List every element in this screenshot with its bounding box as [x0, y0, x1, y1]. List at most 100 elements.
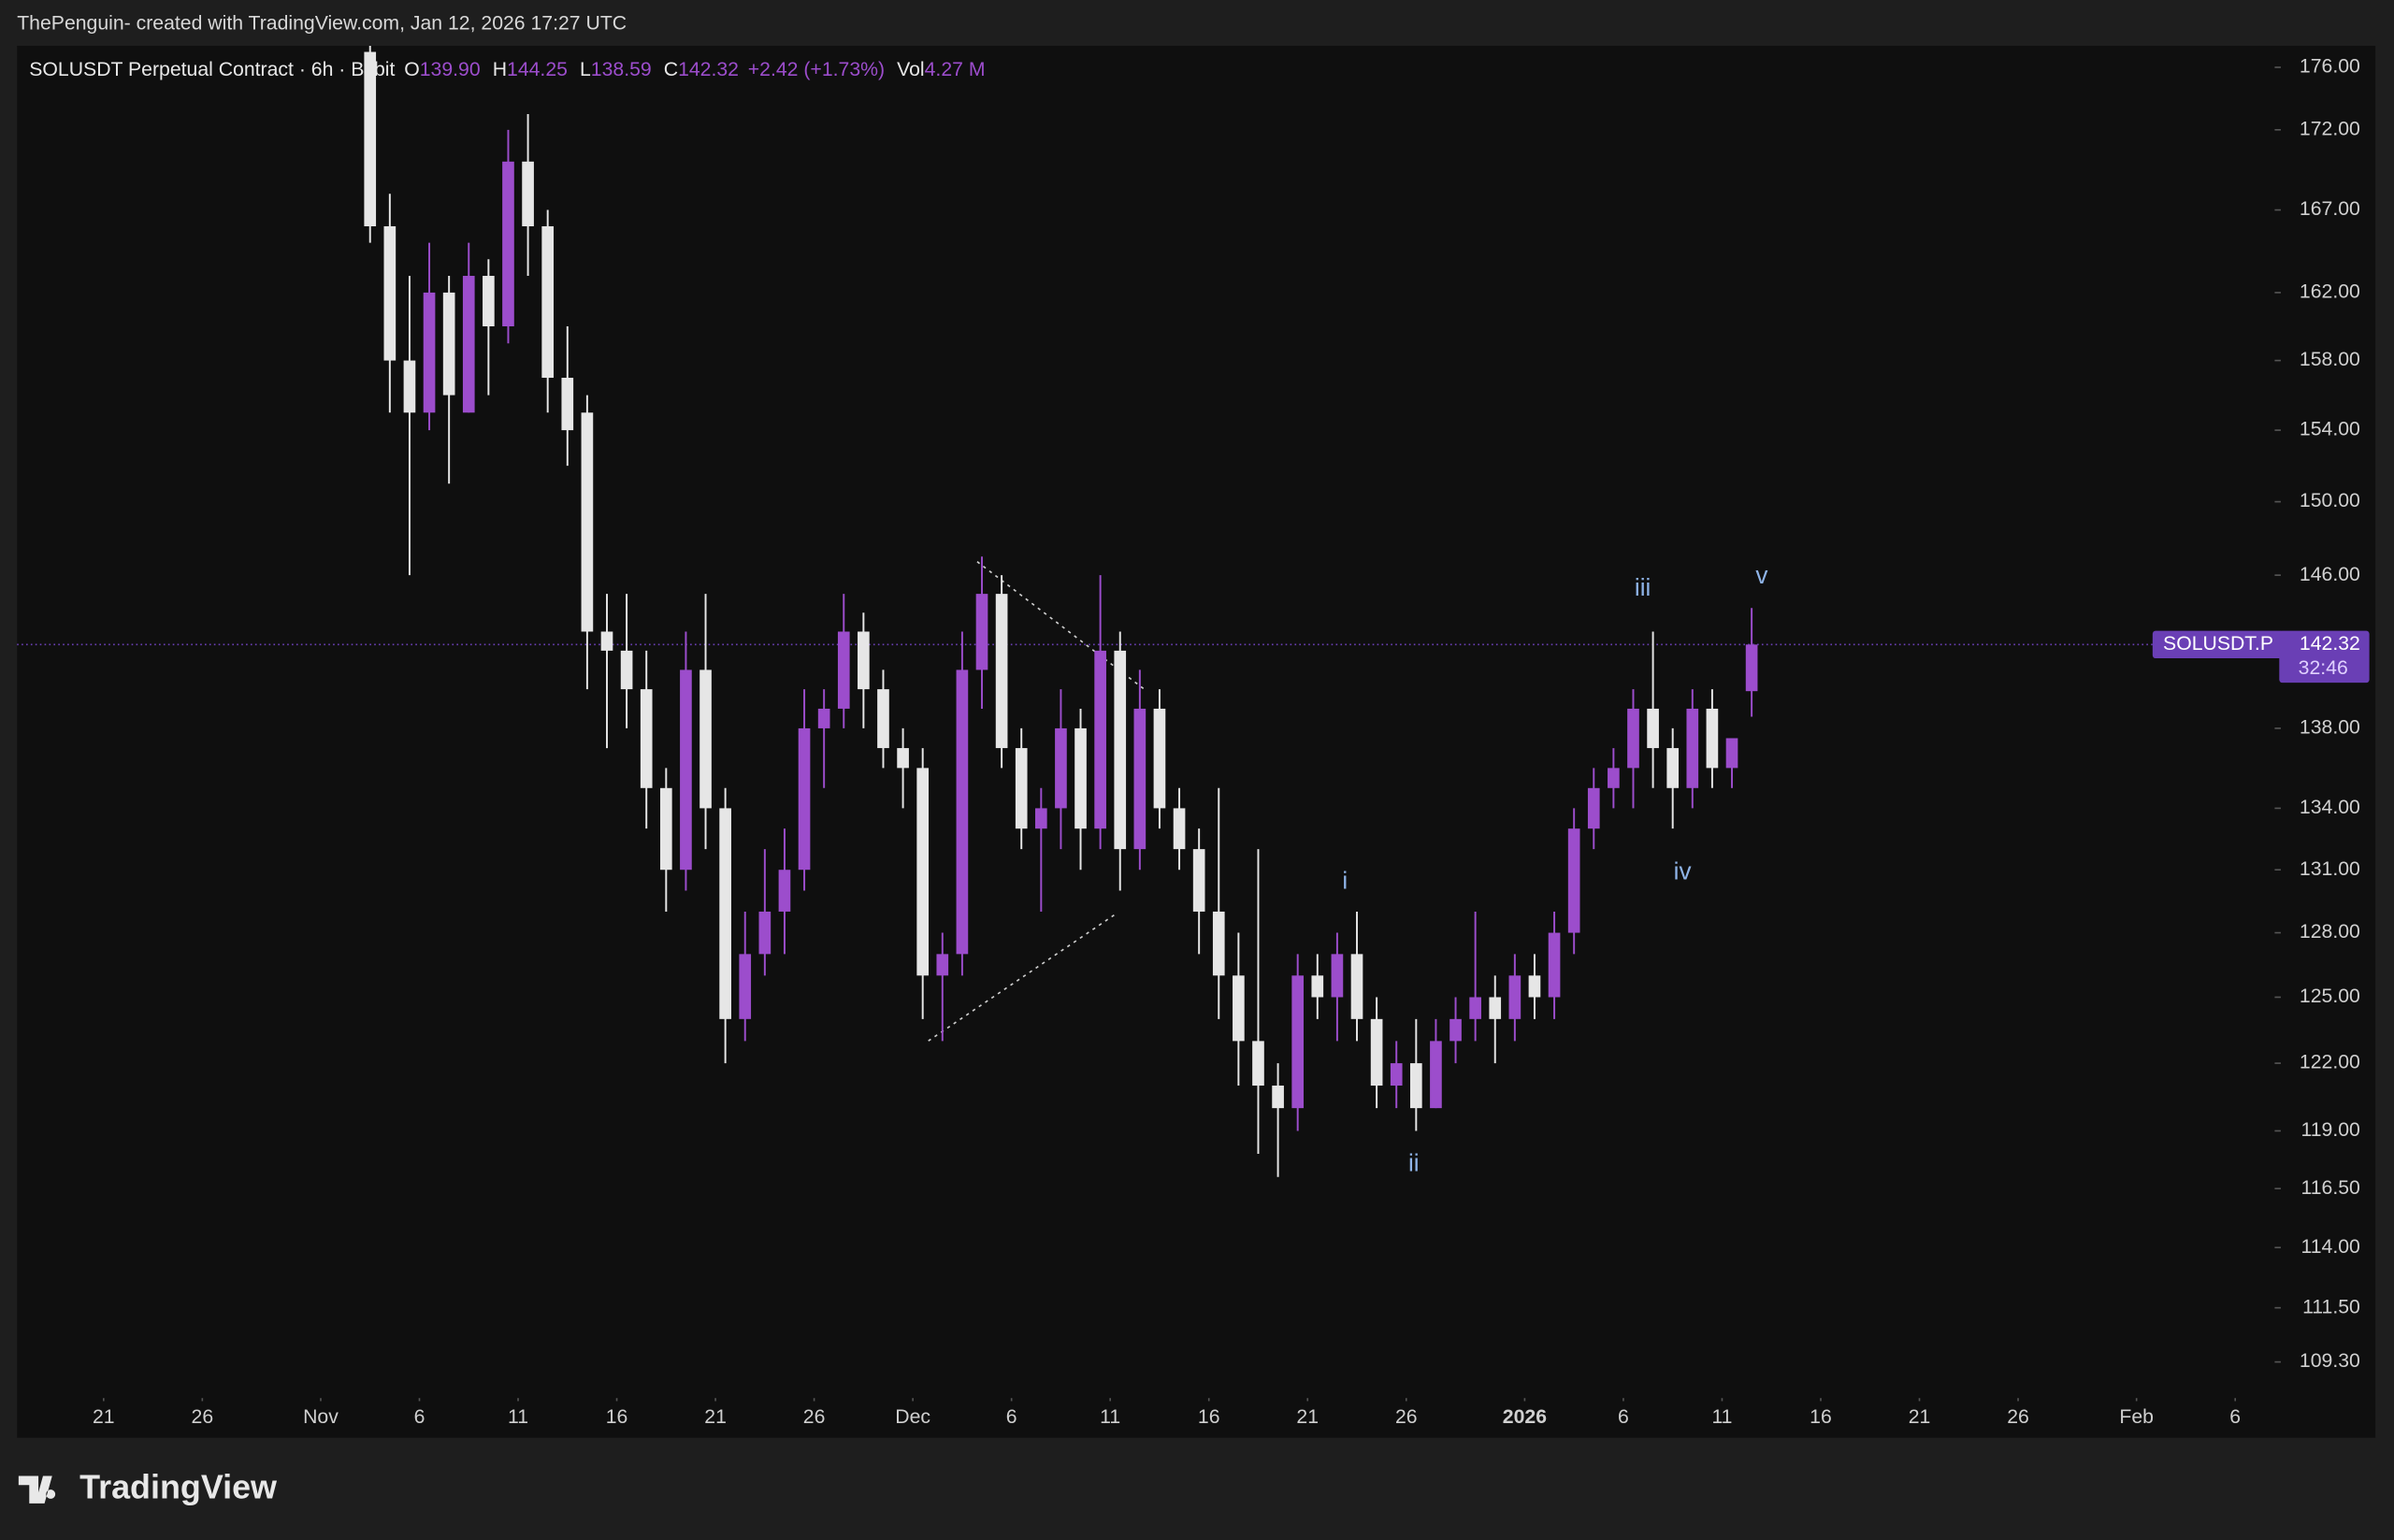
y-tick-label: 128.00 [2300, 921, 2360, 943]
l-label: L [580, 59, 591, 80]
x-tick-label: Nov [303, 1406, 339, 1428]
candle-body [798, 727, 811, 871]
candle-body [483, 276, 495, 327]
candle-body [699, 669, 712, 809]
y-tick-label: 167.00 [2300, 198, 2360, 220]
candle-body [541, 226, 555, 379]
candle-body [680, 669, 692, 871]
candle-body [1430, 1041, 1442, 1109]
symbol: SOLUSDT Perpetual Contract · 6h · Bybit [29, 59, 395, 80]
y-tick-label: 176.00 [2300, 56, 2360, 78]
y-tick-label: 138.00 [2300, 717, 2360, 739]
x-tick-label: 26 [803, 1406, 826, 1428]
y-tick-label: 116.50 [2300, 1177, 2359, 1199]
candle-body [739, 954, 752, 1019]
candle-body [1686, 708, 1699, 788]
candle-body [956, 669, 969, 955]
countdown: 32:46 [2299, 657, 2348, 679]
candles [364, 45, 1758, 1177]
plot-area [17, 45, 2376, 1438]
candle-body [758, 911, 772, 955]
x-tick-label: Feb [2119, 1406, 2154, 1428]
candle-body [522, 161, 534, 227]
change: +2.42 (+1.73%) [748, 59, 885, 80]
candle-body [383, 226, 397, 361]
wave-label: v [1755, 561, 1767, 589]
candle-body [581, 412, 594, 632]
x-tick-label: 11 [1100, 1406, 1120, 1428]
x-tick-label: 6 [414, 1406, 425, 1428]
y-tick-label: 131.00 [2300, 858, 2360, 880]
x-tick-label: 6 [2229, 1406, 2241, 1428]
candle-body [936, 954, 949, 976]
high: 144.25 [507, 59, 568, 80]
candle-body [1272, 1086, 1284, 1109]
candle-body [1252, 1041, 1264, 1087]
candle-body [1291, 975, 1305, 1109]
y-tick-label: 158.00 [2300, 349, 2360, 370]
y-tick-label: 109.30 [2300, 1350, 2360, 1372]
candle-body [817, 708, 830, 728]
candle-body [975, 594, 988, 670]
candle-body [1567, 828, 1580, 933]
wave-label: iv [1674, 857, 1692, 885]
y-tick-label: 172.00 [2300, 118, 2360, 139]
candle-body [1074, 727, 1087, 829]
candle-body [1508, 975, 1521, 1019]
x-tick-label: 16 [606, 1406, 628, 1428]
candle-body [561, 378, 574, 431]
x-tick-label: 21 [93, 1406, 115, 1428]
x-tick-label: 11 [1711, 1406, 1732, 1428]
candle-body [659, 787, 672, 871]
x-tick-label: 21 [1296, 1406, 1319, 1428]
candle-body [502, 161, 514, 327]
y-tick-label: 122.00 [2300, 1052, 2360, 1073]
candle-body [1212, 911, 1225, 976]
candle-body [1587, 787, 1600, 829]
x-tick-label: 2026 [1503, 1406, 1547, 1428]
c-label: C [664, 59, 678, 80]
candle-body [1745, 644, 1758, 692]
y-tick-label: 134.00 [2300, 797, 2360, 818]
y-tick-label: 119.00 [2300, 1119, 2359, 1141]
candle-body [837, 631, 850, 709]
candle-body [916, 768, 930, 976]
x-tick-label: Dec [895, 1406, 930, 1428]
candle-body [1548, 932, 1561, 998]
price-badge [2279, 630, 2370, 684]
h-label: H [493, 59, 507, 80]
candle-body [1370, 1018, 1383, 1087]
candle-body [423, 292, 436, 413]
logo: TradingView [18, 1468, 277, 1506]
wave-label: iii [1635, 573, 1651, 601]
candle-body [462, 276, 475, 413]
candle-body [995, 594, 1008, 749]
credit: ThePenguin- created with TradingView.com… [17, 13, 627, 35]
open: 139.90 [420, 59, 481, 80]
candle-body [1627, 708, 1639, 769]
candle-body [1647, 708, 1659, 749]
candle-body [364, 51, 377, 227]
y-tick-label: 114.00 [2300, 1236, 2359, 1258]
candle-body [1528, 975, 1541, 998]
volume: 4.27 M [925, 59, 986, 80]
legend: SOLUSDT Perpetual Contract · 6h · Bybit O… [29, 59, 985, 80]
close: 142.32 [678, 59, 739, 80]
candle-body [1311, 975, 1324, 998]
x-tick-label: 6 [1006, 1406, 1017, 1428]
candle-body [600, 631, 613, 651]
symbol-badge [2152, 630, 2285, 659]
candle-body [1608, 768, 1620, 788]
candle-body [1015, 748, 1028, 829]
candle-body [1173, 808, 1186, 850]
candle-body [1055, 727, 1067, 809]
candle-body [1469, 997, 1481, 1019]
candle-body [778, 870, 791, 912]
y-tick-label: 154.00 [2300, 419, 2360, 440]
candle-body [1390, 1063, 1403, 1087]
logo-mark [18, 1475, 56, 1504]
candle-body [620, 650, 633, 690]
candle-body [1094, 650, 1106, 829]
candle-body [1331, 954, 1344, 998]
